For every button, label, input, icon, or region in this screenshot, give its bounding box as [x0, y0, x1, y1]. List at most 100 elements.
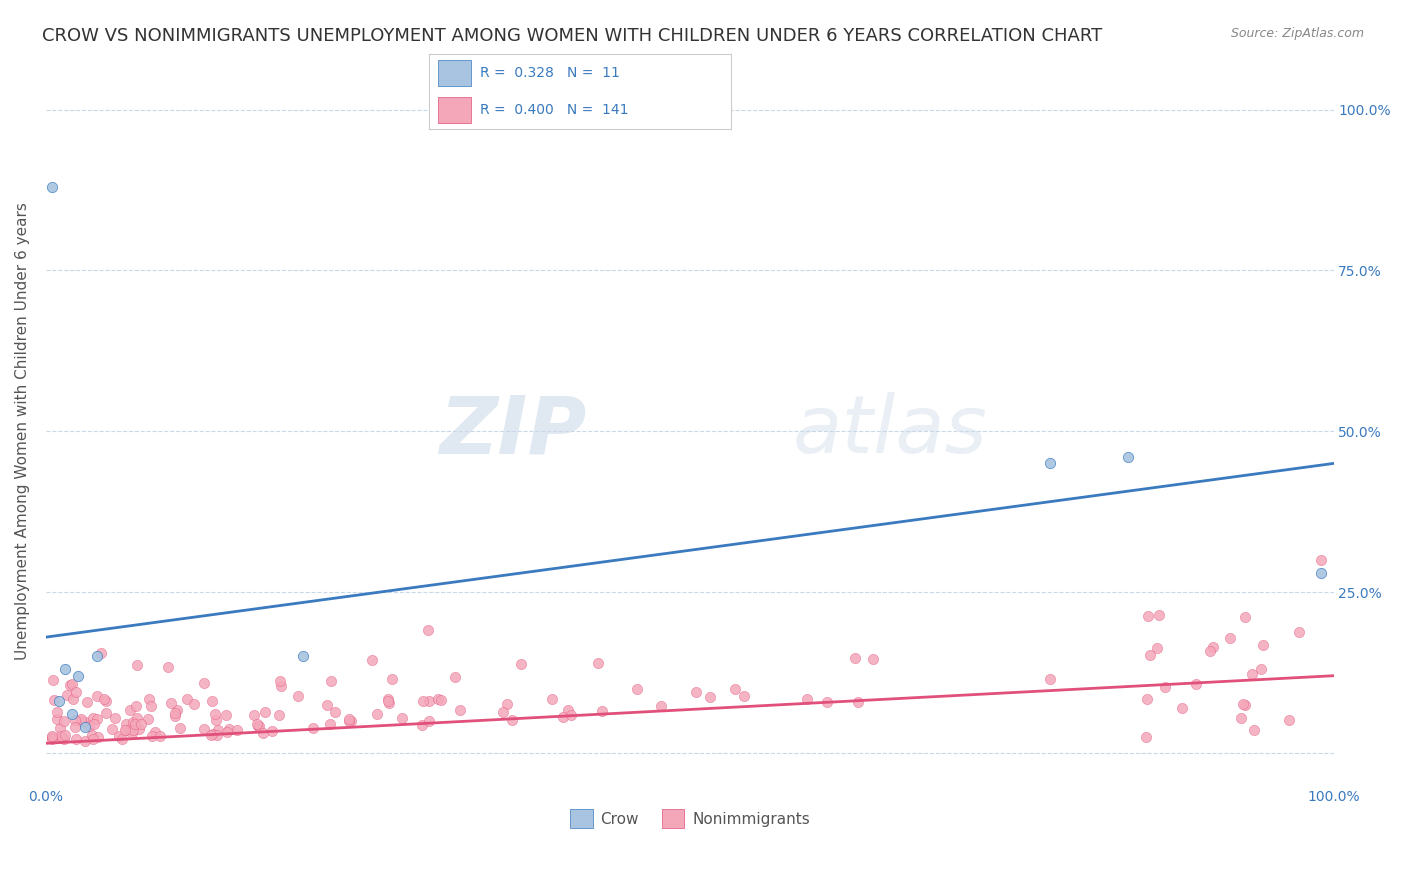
Legend: Crow, Nonimmigrants: Crow, Nonimmigrants	[564, 803, 815, 834]
Point	[1136, 609, 1159, 624]
Point	[1202, 640, 1225, 654]
Text: CROW VS NONIMMIGRANTS UNEMPLOYMENT AMONG WOMEN WITH CHILDREN UNDER 6 YEARS CORRE: CROW VS NONIMMIGRANTS UNEMPLOYMENT AMONG…	[42, 27, 1102, 45]
Point	[111, 732, 134, 747]
Point	[41, 731, 63, 745]
Point	[207, 723, 229, 737]
Point	[247, 719, 270, 733]
Point	[200, 728, 222, 742]
Point	[1309, 566, 1331, 580]
Point	[1288, 625, 1310, 640]
Point	[724, 682, 747, 697]
Point	[52, 731, 75, 746]
Point	[41, 731, 63, 746]
Point	[160, 696, 183, 710]
Point	[1278, 713, 1301, 727]
Point	[1241, 666, 1264, 681]
Point	[254, 706, 277, 720]
Point	[418, 714, 440, 729]
Point	[361, 652, 384, 666]
Point	[75, 714, 97, 729]
Point	[292, 649, 315, 664]
Point	[96, 694, 118, 708]
Point	[1309, 553, 1331, 567]
Point	[65, 721, 87, 735]
Point	[83, 716, 105, 731]
Point	[82, 728, 104, 742]
Point	[193, 722, 215, 736]
Point	[41, 731, 63, 745]
Point	[70, 712, 93, 726]
Point	[510, 657, 533, 671]
Y-axis label: Unemployment Among Women with Children Under 6 years: Unemployment Among Women with Children U…	[15, 202, 30, 660]
Point	[340, 714, 363, 729]
Point	[246, 717, 269, 731]
Point	[1116, 450, 1139, 464]
Point	[41, 729, 63, 743]
Point	[1135, 730, 1157, 744]
Point	[321, 673, 343, 688]
Point	[252, 725, 274, 739]
Point	[246, 719, 269, 733]
Point	[1250, 662, 1272, 676]
Point	[270, 679, 292, 693]
Point	[557, 703, 579, 717]
Point	[269, 674, 291, 689]
Point	[42, 692, 65, 706]
Point	[201, 694, 224, 708]
Point	[846, 694, 869, 708]
Point	[94, 706, 117, 720]
Point	[46, 713, 69, 727]
Point	[69, 714, 91, 728]
Point	[796, 691, 818, 706]
Point	[73, 720, 96, 734]
Point	[1039, 457, 1062, 471]
Point	[60, 707, 83, 722]
Point	[492, 706, 515, 720]
Point	[128, 723, 150, 737]
Point	[411, 718, 433, 732]
Point	[316, 698, 339, 712]
Point	[53, 662, 76, 676]
Point	[319, 717, 342, 731]
Point	[495, 697, 517, 711]
Point	[138, 692, 160, 706]
Point	[115, 716, 138, 731]
Point	[1147, 607, 1170, 622]
Point	[149, 729, 172, 743]
Point	[82, 711, 104, 725]
Point	[381, 673, 404, 687]
Point	[52, 714, 75, 728]
Point	[444, 670, 467, 684]
Point	[377, 691, 399, 706]
Point	[101, 722, 124, 736]
Point	[218, 722, 240, 736]
Point	[53, 728, 76, 742]
Point	[416, 624, 439, 638]
Point	[302, 721, 325, 735]
Point	[1234, 698, 1257, 713]
Point	[82, 731, 104, 746]
Point	[540, 691, 562, 706]
Point	[815, 695, 838, 709]
Point	[131, 717, 153, 731]
Point	[93, 692, 115, 706]
Point	[699, 690, 721, 705]
Point	[418, 694, 440, 708]
Point	[1230, 711, 1253, 725]
Point	[1184, 676, 1206, 690]
Point	[862, 651, 884, 665]
Point	[1154, 681, 1177, 695]
Point	[650, 699, 672, 714]
Point	[169, 721, 191, 735]
Point	[377, 694, 399, 708]
Point	[204, 706, 226, 721]
Point	[325, 705, 347, 719]
Point	[56, 689, 79, 703]
Point	[86, 712, 108, 726]
Point	[59, 678, 82, 692]
Text: R =  0.328   N =  11: R = 0.328 N = 11	[481, 66, 620, 80]
Point	[337, 714, 360, 728]
Text: Source: ZipAtlas.com: Source: ZipAtlas.com	[1230, 27, 1364, 40]
Point	[79, 719, 101, 733]
Point	[1219, 631, 1241, 645]
